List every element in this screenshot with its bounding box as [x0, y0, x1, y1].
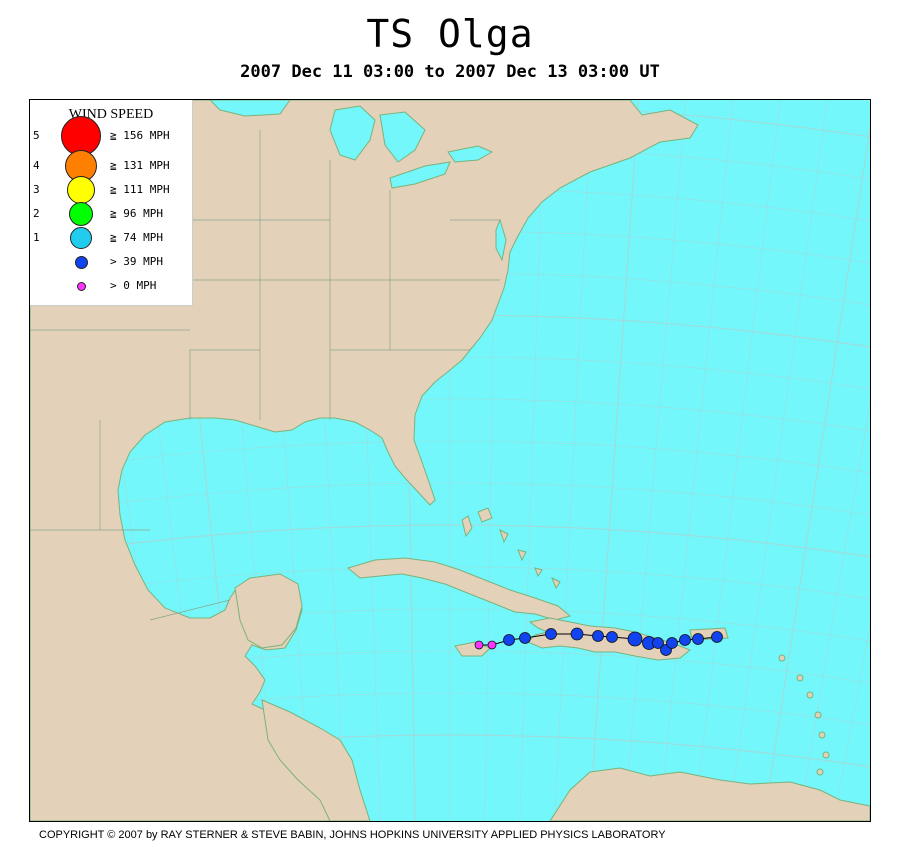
legend-swatch: [76, 281, 86, 291]
legend-item: 1 ≧ 74 MPH: [30, 226, 192, 250]
track-point: [474, 640, 484, 650]
legend-item: 3 ≧ 111 MPH: [30, 176, 192, 204]
lake-erie: [389, 161, 451, 189]
map-title: TS Olga: [366, 12, 534, 56]
track-point: [545, 628, 557, 640]
legend-label: ≧ 96 MPH: [110, 207, 163, 220]
storm-track-line: [479, 633, 718, 651]
map-canvas: [30, 100, 870, 821]
legend-label: ≧ 111 MPH: [110, 183, 170, 196]
longitude-line: [763, 124, 870, 821]
track-point: [666, 637, 678, 649]
track-point: [627, 631, 643, 647]
longitude-line: [554, 100, 592, 821]
copyright-notice: COPYRIGHT © 2007 by RAY STERNER & STEVE …: [39, 829, 666, 841]
legend-item: > 39 MPH: [30, 250, 192, 274]
lake-ontario: [447, 145, 494, 163]
lake-michigan: [329, 105, 376, 161]
legend-item: 2 ≧ 96 MPH: [30, 202, 192, 226]
legend-label: ≧ 131 MPH: [110, 159, 170, 172]
legend-title: WIND SPEED: [68, 107, 154, 122]
longitude-line: [693, 100, 781, 821]
legend-swatch: [74, 255, 88, 269]
track-point: [652, 637, 664, 649]
track-point: [711, 631, 723, 643]
legend-swatch: [70, 227, 92, 249]
lake-superior: [209, 100, 291, 117]
wind-speed-legend: WIND SPEED 5 ≧ 156 MPH 4 ≧ 131 MPH 3 ≧ 111 MP…: [30, 100, 193, 306]
track-point: [606, 631, 618, 643]
legend-category: 2: [33, 207, 40, 220]
legend-label: > 0 MPH: [110, 279, 157, 292]
longitude-line: [833, 624, 870, 821]
storm-track-map: WIND SPEED 5 ≧ 156 MPH 4 ≧ 131 MPH 3 ≧ 111 MP…: [29, 99, 871, 822]
track-point: [692, 633, 704, 645]
longitude-line: [658, 100, 734, 821]
legend-label: ≧ 156 MPH: [110, 129, 170, 142]
legend-item: 5 ≧ 156 MPH: [30, 116, 192, 156]
track-point: [570, 627, 584, 641]
legend-item: 4 ≧ 131 MPH: [30, 150, 192, 182]
track-point: [679, 634, 691, 646]
longitude-line: [519, 100, 545, 821]
chesapeake-bay: [495, 218, 507, 262]
longitude-line: [798, 400, 870, 821]
legend-category: 1: [33, 231, 40, 244]
track-point: [519, 632, 531, 644]
longitude-line: [588, 100, 640, 821]
longitude-line: [728, 100, 828, 821]
longitude-line: [624, 100, 687, 821]
south-america-coast: [549, 767, 870, 821]
yucatan-peninsula: [234, 573, 303, 649]
central-america: [261, 699, 371, 821]
legend-swatch: [69, 202, 93, 226]
storm-track: [474, 627, 723, 656]
bahamas: [461, 507, 561, 590]
legend-category: 5: [33, 129, 40, 142]
legend-label: > 39 MPH: [110, 255, 163, 268]
legend-item: > 0 MPH: [30, 274, 192, 298]
legend-swatch: [61, 116, 101, 156]
track-point: [592, 630, 604, 642]
legend-swatch: [65, 150, 97, 182]
lesser-antilles: [778, 654, 830, 776]
legend-category: 4: [33, 159, 40, 172]
legend-label: ≧ 74 MPH: [110, 231, 163, 244]
legend-category: 3: [33, 183, 40, 196]
track-point: [503, 634, 515, 646]
lake-huron: [379, 111, 426, 163]
track-point: [487, 640, 497, 650]
map-subtitle: 2007 Dec 11 03:00 to 2007 Dec 13 03:00 U…: [240, 62, 660, 82]
legend-swatch: [67, 176, 95, 204]
